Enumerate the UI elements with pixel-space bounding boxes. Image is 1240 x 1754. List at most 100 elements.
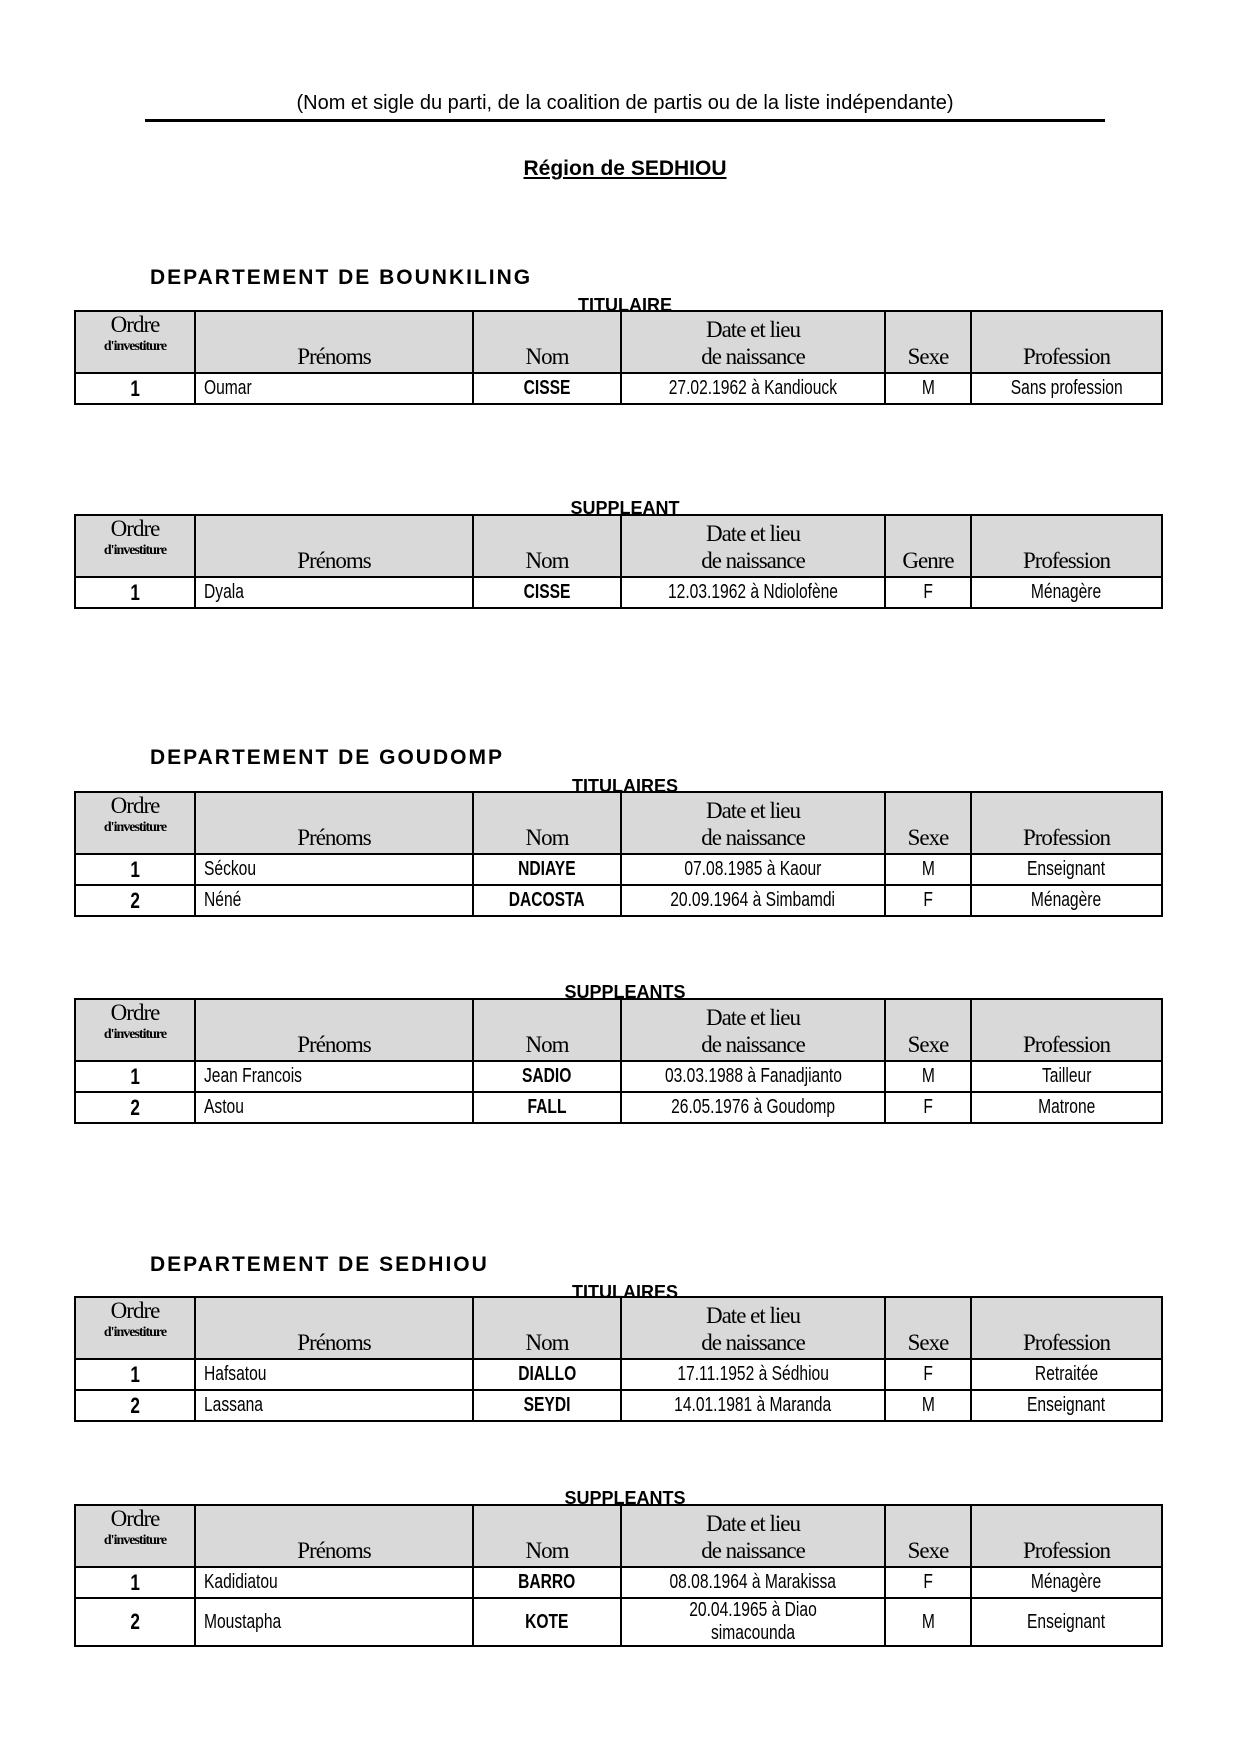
cell-text: CISSE bbox=[523, 377, 571, 399]
cell-ordre: 1 bbox=[74, 1566, 196, 1599]
suppleants-label: SUPPLEANTS bbox=[564, 1488, 686, 1508]
cell-text: 1 bbox=[130, 1063, 140, 1089]
cell-date-lieu: 12.03.1962 à Ndiolofène bbox=[620, 576, 886, 609]
header-profession: Profession bbox=[970, 998, 1163, 1062]
cell-sexe: F bbox=[884, 1566, 972, 1599]
cell-sexe: M bbox=[884, 1389, 972, 1422]
cell-profession: Matrone bbox=[970, 1091, 1163, 1124]
cell-text: M bbox=[921, 858, 935, 880]
header-sexe: Sexe bbox=[884, 998, 972, 1062]
cell-prenoms: Astou bbox=[194, 1091, 474, 1124]
header-date-line1: Date et lieu bbox=[705, 1511, 801, 1536]
table-row: 1 Hafsatou DIALLO 17.11.1952 à Sédhiou F Retr… bbox=[74, 1358, 1163, 1391]
cell-text: F bbox=[923, 1363, 933, 1385]
suppleants-label: SUPPLEANT bbox=[570, 498, 680, 518]
cell-text: SEYDI bbox=[523, 1394, 571, 1416]
cell-text: 26.05.1976 à Goudomp bbox=[671, 1096, 835, 1118]
cell-nom: CISSE bbox=[472, 576, 622, 609]
cell-text: Astou bbox=[204, 1096, 244, 1118]
cell-ordre: 1 bbox=[74, 1060, 196, 1093]
header-date-lieu: Date et lieu de naissance bbox=[620, 310, 886, 374]
cell-text: 2 bbox=[130, 1094, 140, 1120]
cell-sexe: M bbox=[884, 1060, 972, 1093]
region-title-text: Région de SEDHIOU bbox=[523, 157, 727, 180]
party-name-caption: (Nom et sigle du parti, de la coalition … bbox=[296, 92, 954, 114]
cell-date-lieu: 08.08.1964 à Marakissa bbox=[620, 1566, 886, 1599]
header-profession: Profession bbox=[970, 791, 1163, 855]
cell-prenoms: Hafsatou bbox=[194, 1358, 474, 1391]
cell-profession: Ménagère bbox=[970, 1566, 1163, 1599]
table-row: 2 Moustapha KOTE 20.04.1965 à Diao simacoun… bbox=[74, 1597, 1163, 1647]
cell-ordre: 1 bbox=[74, 853, 196, 886]
cell-ordre: 2 bbox=[74, 1091, 196, 1124]
cell-text: 03.03.1988 à Fanadjianto bbox=[664, 1065, 842, 1087]
cell-text: Enseignant bbox=[1027, 1394, 1106, 1416]
cell-text: Enseignant bbox=[1027, 1610, 1106, 1633]
cell-text: 1 bbox=[130, 1361, 140, 1387]
header-ordre: Ordre d'investiture bbox=[74, 310, 196, 374]
suppleants-table: Ordre d'investiture Prénoms Nom Date et lieu… bbox=[74, 514, 1163, 609]
cell-text: Oumar bbox=[204, 377, 252, 399]
cell-text: F bbox=[923, 1096, 933, 1118]
cell-prenoms: Séckou bbox=[194, 853, 474, 886]
cell-text: 1 bbox=[130, 856, 140, 882]
cell-text: 07.08.1985 à Kaour bbox=[684, 858, 822, 880]
cell-text: Retraitée bbox=[1034, 1363, 1099, 1385]
table-row: 1 Séckou NDIAYE 07.08.1985 à Kaour M Enseigna… bbox=[74, 853, 1163, 886]
cell-text: Dyala bbox=[204, 581, 244, 603]
cell-text: Néné bbox=[204, 889, 242, 911]
table-row: 1 Jean Francois SADIO 03.03.1988 à Fanadjia… bbox=[74, 1060, 1163, 1093]
cell-ordre: 2 bbox=[74, 1389, 196, 1422]
header-date-line2: de naissance bbox=[701, 344, 806, 369]
header-date-lieu: Date et lieu de naissance bbox=[620, 514, 886, 578]
cell-nom: NDIAYE bbox=[472, 853, 622, 886]
header-date-lieu: Date et lieu de naissance bbox=[620, 998, 886, 1062]
header-ordre: Ordre d'investiture bbox=[74, 1296, 196, 1360]
header-ordre-label: Ordre bbox=[110, 1506, 161, 1531]
cell-text: 1 bbox=[130, 1569, 140, 1595]
header-nom: Nom bbox=[472, 1296, 622, 1360]
cell-profession: Enseignant bbox=[970, 1389, 1163, 1422]
cell-text: 2 bbox=[130, 887, 140, 913]
cell-prenoms: Lassana bbox=[194, 1389, 474, 1422]
cell-text: Lassana bbox=[204, 1394, 263, 1416]
cell-prenoms: Kadidiatou bbox=[194, 1566, 474, 1599]
cell-text: Ménagère bbox=[1031, 581, 1102, 603]
cell-date-lieu: 17.11.1952 à Sédhiou bbox=[620, 1358, 886, 1391]
header-date-line1: Date et lieu bbox=[705, 1303, 801, 1328]
department-title: DEPARTEMENT DE SEDHIOU bbox=[150, 1253, 489, 1276]
cell-text: Matrone bbox=[1037, 1096, 1096, 1118]
cell-ordre: 2 bbox=[74, 1597, 196, 1647]
cell-text: M bbox=[921, 1065, 935, 1087]
suppleants-label: SUPPLEANTS bbox=[564, 982, 686, 1002]
cell-date-lieu: 20.04.1965 à Diao simacounda bbox=[620, 1597, 886, 1647]
cell-prenoms: Oumar bbox=[194, 372, 474, 405]
header-row: Ordre d'investiture Prénoms Nom Date et lieu… bbox=[74, 791, 1163, 855]
cell-text: 2 bbox=[130, 1609, 140, 1634]
cell-text: 20.04.1965 à Diao simacounda bbox=[689, 1599, 817, 1644]
cell-text: M bbox=[921, 1610, 935, 1633]
cell-profession: Ménagère bbox=[970, 576, 1163, 609]
table-row: 2 Astou FALL 26.05.1976 à Goudomp F Matrone bbox=[74, 1091, 1163, 1124]
header-nom: Nom bbox=[472, 1504, 622, 1568]
cell-text: FALL bbox=[527, 1096, 567, 1118]
cell-nom: FALL bbox=[472, 1091, 622, 1124]
header-ordre: Ordre d'investiture bbox=[74, 998, 196, 1062]
header-nom: Nom bbox=[472, 514, 622, 578]
cell-profession: Tailleur bbox=[970, 1060, 1163, 1093]
cell-date-lieu: 27.02.1962 à Kandiouck bbox=[620, 372, 886, 405]
header-profession: Profession bbox=[970, 1504, 1163, 1568]
header-sexe: Sexe bbox=[884, 310, 972, 374]
header-profession: Profession bbox=[970, 1296, 1163, 1360]
header-date-line2: de naissance bbox=[701, 1330, 806, 1355]
header-sexe: Sexe bbox=[884, 1296, 972, 1360]
cell-profession: Enseignant bbox=[970, 1597, 1163, 1647]
cell-nom: DIALLO bbox=[472, 1358, 622, 1391]
header-row: Ordre d'investiture Prénoms Nom Date et lieu… bbox=[74, 998, 1163, 1062]
header-ordre: Ordre d'investiture bbox=[74, 791, 196, 855]
header-sexe: Sexe bbox=[884, 1504, 972, 1568]
header-row: Ordre d'investiture Prénoms Nom Date et lieu… bbox=[74, 1296, 1163, 1360]
cell-nom: DACOSTA bbox=[472, 884, 622, 917]
suppleants-table: Ordre d'investiture Prénoms Nom Date et lieu… bbox=[74, 1504, 1163, 1647]
cell-text: Kadidiatou bbox=[204, 1571, 278, 1593]
